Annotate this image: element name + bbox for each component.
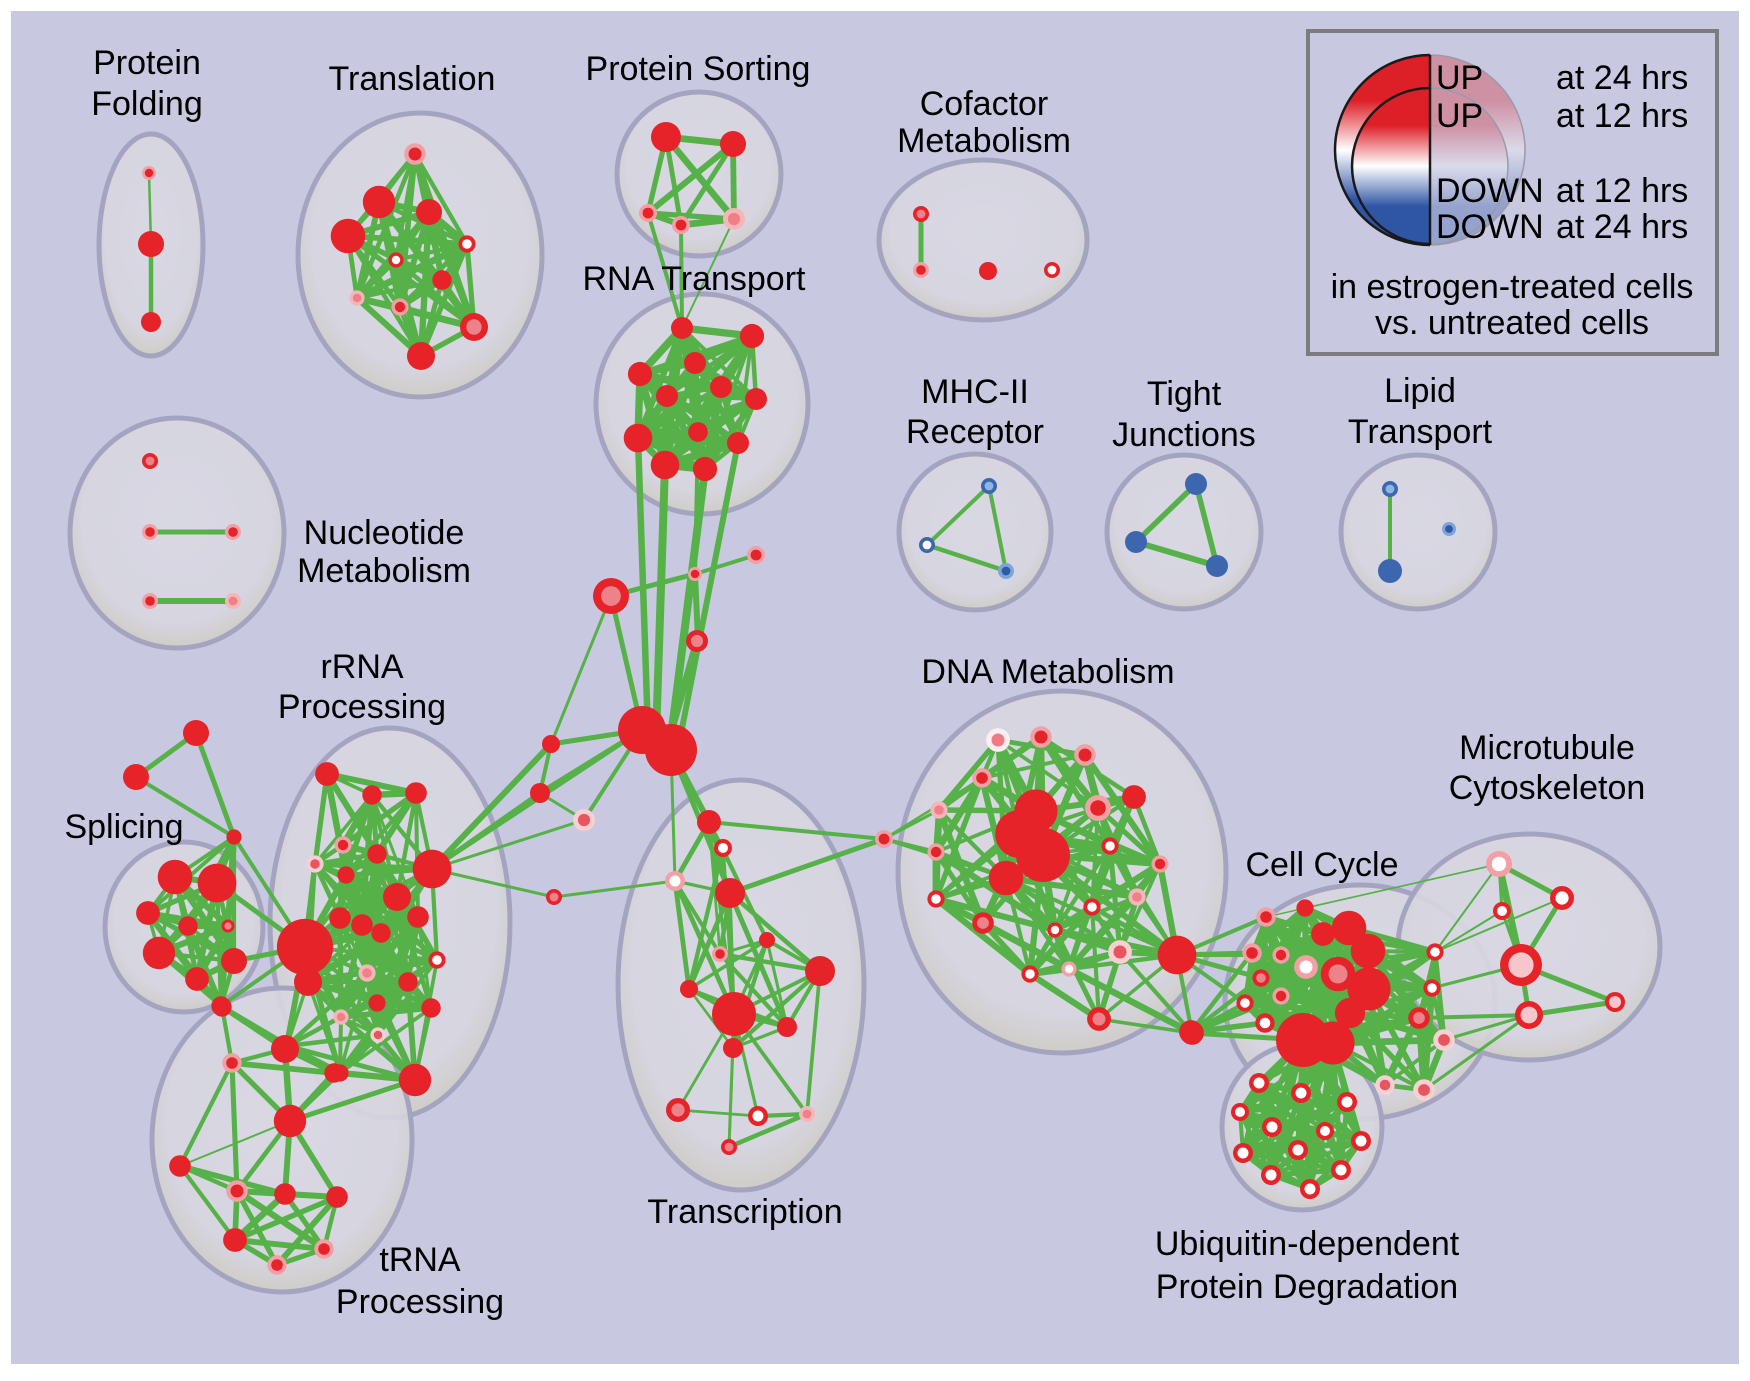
svg-text:Splicing: Splicing (64, 808, 183, 846)
svg-text:DOWN: DOWN (1436, 208, 1544, 246)
svg-text:Junctions: Junctions (1112, 416, 1256, 454)
svg-text:at 12 hrs: at 12 hrs (1556, 172, 1688, 210)
svg-text:rRNA: rRNA (320, 648, 403, 686)
svg-text:Transport: Transport (1348, 413, 1493, 451)
svg-text:Metabolism: Metabolism (897, 122, 1071, 160)
svg-text:Ubiquitin-dependent: Ubiquitin-dependent (1155, 1225, 1460, 1263)
svg-text:Transcription: Transcription (647, 1193, 842, 1231)
svg-text:Folding: Folding (91, 85, 203, 123)
svg-text:MHC-II: MHC-II (921, 373, 1029, 411)
svg-text:at 24 hrs: at 24 hrs (1556, 208, 1688, 246)
svg-text:Nucleotide: Nucleotide (304, 514, 465, 552)
svg-text:in estrogen-treated cells: in estrogen-treated cells (1331, 268, 1694, 306)
svg-text:RNA Transport: RNA Transport (583, 260, 807, 298)
svg-text:Protein Sorting: Protein Sorting (586, 50, 811, 88)
svg-text:Receptor: Receptor (906, 413, 1044, 451)
svg-text:Cell Cycle: Cell Cycle (1245, 846, 1398, 884)
svg-text:Protein Degradation: Protein Degradation (1156, 1268, 1458, 1306)
svg-text:Processing: Processing (278, 688, 446, 726)
svg-text:DNA Metabolism: DNA Metabolism (921, 653, 1174, 691)
svg-text:vs. untreated cells: vs. untreated cells (1375, 304, 1649, 342)
svg-text:Protein: Protein (93, 44, 201, 82)
svg-text:tRNA: tRNA (379, 1241, 461, 1279)
svg-text:UP: UP (1436, 97, 1483, 135)
svg-text:Metabolism: Metabolism (297, 552, 471, 590)
svg-text:Tight: Tight (1147, 375, 1222, 413)
svg-text:Cofactor: Cofactor (920, 85, 1049, 123)
svg-text:Translation: Translation (329, 60, 496, 98)
svg-text:UP: UP (1436, 59, 1483, 97)
svg-text:DOWN: DOWN (1436, 172, 1544, 210)
svg-text:Cytoskeleton: Cytoskeleton (1449, 769, 1646, 807)
svg-text:Microtubule: Microtubule (1459, 729, 1635, 767)
svg-text:at 24 hrs: at 24 hrs (1556, 59, 1688, 97)
svg-text:Lipid: Lipid (1384, 372, 1456, 410)
svg-text:at 12 hrs: at 12 hrs (1556, 97, 1688, 135)
svg-text:Processing: Processing (336, 1283, 504, 1321)
